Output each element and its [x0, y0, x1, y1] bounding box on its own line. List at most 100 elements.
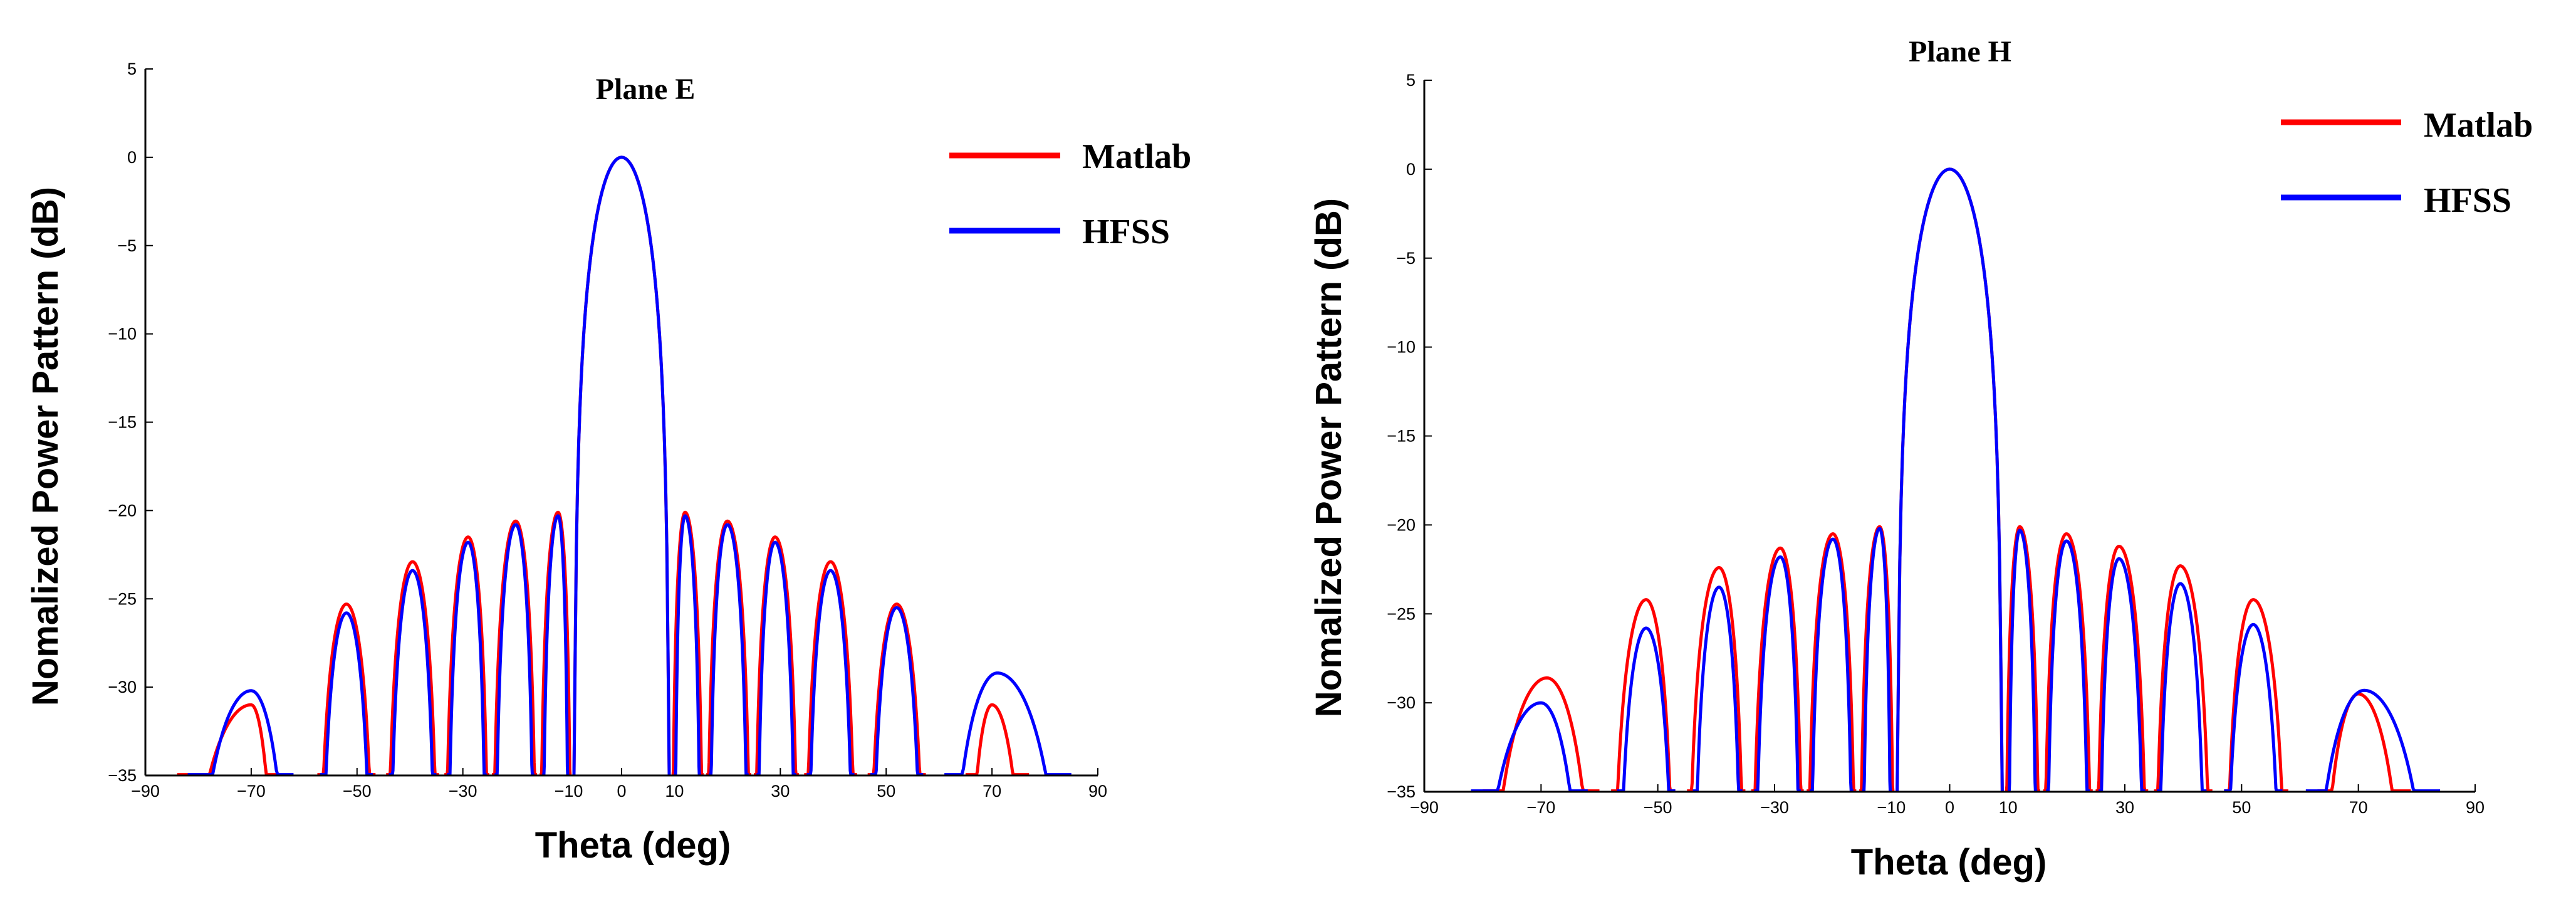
plane-h-matlab-lobe: [2094, 544, 2149, 793]
plane-e-y-tick-label: 0: [127, 148, 137, 167]
plane-h-legend-matlab-label: Matlab: [2424, 106, 2533, 145]
plane-e-hfss-lobe: [755, 540, 798, 777]
plane-e-x-tick-label: 30: [771, 782, 790, 801]
plane-h-x-tick-label: −90: [1410, 798, 1439, 817]
plane-h-x-tick-label: 50: [2232, 798, 2251, 817]
plane-e-y-tick-label: −20: [108, 501, 137, 520]
plane-h-hfss-lobe: [1692, 586, 1744, 793]
plane-h-hfss-lobe: [1753, 555, 1802, 793]
plane-e-hfss-lobe: [446, 540, 488, 777]
plane-h-matlab-lobe: [2223, 598, 2290, 793]
plane-e-legend-hfss-label: HFSS: [1082, 213, 1170, 251]
plane-h-matlab-lobe: [1610, 598, 1676, 793]
plane-h-hfss-lobe: [2156, 582, 2208, 793]
plane-h-y-axis-label: Nomalized Power Pattern (dB): [1308, 198, 1349, 717]
plane-e-y-tick-label: −30: [108, 678, 137, 696]
plane-e-matlab-lobe: [803, 560, 858, 777]
plane-e-x-tick-label: −70: [237, 782, 266, 801]
plane-e-x-tick-label: 50: [877, 782, 895, 801]
plane-e-x-tick-label: −50: [343, 782, 372, 801]
plane-e-legend: Matlab HFSS: [949, 137, 1191, 251]
plane-e-hfss-lobe: [541, 514, 570, 777]
plane-h-x-tick-label: 70: [2349, 798, 2368, 817]
plane-e-series: [177, 155, 1072, 777]
plane-h-x-tick-label: 0: [1945, 798, 1954, 817]
plane-h-hfss-lobe: [2006, 528, 2039, 793]
plane-e-hfss-lobe: [387, 569, 437, 777]
plane-h-ticks: −90 −70 −50 −30 −10 0 10 30 50 70 9050−5−10−15−20−…: [1387, 71, 2485, 817]
plane-e-y-axis-label: Nomalized Power Pattern (dB): [25, 187, 66, 706]
plane-h-series: [1471, 167, 2441, 793]
plane-e-matlab-lobe: [705, 519, 753, 777]
plane-h-chart: Plane H Theta (deg) Nomalized Power Patt…: [1308, 35, 2533, 883]
plane-h-matlab-lobe: [1895, 167, 2004, 791]
plane-h-x-tick-label: −50: [1644, 798, 1672, 817]
plane-h-y-tick-label: −10: [1387, 338, 1416, 357]
plane-e-matlab-lobe: [867, 602, 927, 777]
plane-h-x-tick-label: −30: [1760, 798, 1789, 817]
plane-h-hfss-lobe: [1895, 167, 2004, 791]
plane-h-y-tick-label: 5: [1406, 71, 1416, 90]
plane-e-x-tick-label: 0: [617, 782, 626, 801]
plane-e-legend-matlab-label: Matlab: [1082, 137, 1191, 176]
plane-e-hfss-lobe: [869, 606, 924, 777]
plane-e-chart: Plane E Theta (deg) Nomalized Power Patt…: [25, 60, 1191, 866]
plane-e-x-axis-label: Theta (deg): [535, 825, 731, 866]
plane-h-x-tick-label: 90: [2466, 798, 2485, 817]
plane-e-y-tick-label: −25: [108, 589, 137, 608]
plane-h-legend: Matlab HFSS: [2281, 106, 2533, 220]
plane-e-hfss-lobe: [187, 689, 294, 777]
plane-e-x-tick-label: 70: [983, 782, 1001, 801]
plane-e-y-tick-label: 5: [127, 60, 137, 78]
plane-e-y-tick-label: −5: [117, 236, 137, 255]
plane-e-hfss-lobe: [319, 611, 374, 777]
plane-h-x-tick-label: 10: [1999, 798, 2018, 817]
plane-h-hfss-lobe: [2097, 557, 2147, 793]
plane-h-y-tick-label: −20: [1387, 515, 1416, 534]
plane-h-x-tick-label: −10: [1877, 798, 1906, 817]
plane-h-hfss-lobe: [1860, 527, 1893, 793]
plane-h-hfss-lobe: [2223, 622, 2283, 793]
plane-e-y-tick-label: −35: [108, 766, 137, 785]
plane-e-matlab-lobe: [964, 703, 1030, 777]
plane-e-hfss-lobe: [944, 671, 1072, 777]
plane-h-x-tick-label: 30: [2115, 798, 2134, 817]
plane-h-y-tick-label: −30: [1387, 693, 1416, 712]
plane-e-hfss-lobe: [493, 523, 536, 777]
plane-h-y-tick-label: 0: [1406, 160, 1416, 179]
plane-h-y-tick-label: −5: [1396, 249, 1416, 268]
plane-h-matlab-lobe: [1750, 546, 1805, 793]
plane-e-x-tick-label: −30: [449, 782, 477, 801]
plane-h-hfss-lobe: [2305, 688, 2441, 793]
plane-h-matlab-lobe: [2004, 525, 2042, 793]
plane-h-y-tick-label: −35: [1387, 782, 1416, 801]
plane-h-matlab-lobe: [2153, 564, 2214, 793]
plane-e-x-tick-label: 10: [665, 782, 684, 801]
plane-h-x-axis-label: Theta (deg): [1851, 842, 2047, 883]
plane-e-matlab-lobe: [316, 602, 377, 777]
plane-h-title: Plane H: [1909, 35, 2011, 68]
plane-h-matlab-lobe: [2317, 692, 2412, 793]
plane-h-matlab-lobe: [1805, 532, 1857, 793]
plane-h-matlab-lobe: [2042, 532, 2094, 793]
plane-e-matlab-lobe: [491, 519, 538, 777]
plane-e-matlab-lobe: [572, 155, 671, 775]
plane-h-hfss-lobe: [2045, 539, 2091, 793]
plane-h-y-tick-label: −15: [1387, 427, 1416, 446]
plane-e-x-tick-label: −10: [555, 782, 583, 801]
plane-e-y-tick-label: −10: [108, 325, 137, 344]
plane-e-matlab-lobe: [670, 510, 705, 777]
plane-h-legend-hfss-label: HFSS: [2424, 181, 2511, 220]
plane-e-hfss-lobe: [673, 514, 702, 777]
plane-h-matlab-lobe: [1686, 565, 1746, 793]
plane-e-hfss-lobe: [707, 523, 750, 777]
plane-e-matlab-lobe: [385, 560, 441, 777]
plane-e-hfss-lobe: [806, 569, 856, 777]
plane-h-hfss-lobe: [1616, 626, 1676, 793]
plane-e-hfss-lobe: [572, 155, 671, 775]
plane-e-matlab-lobe: [443, 535, 491, 777]
plane-e-y-tick-label: −15: [108, 413, 137, 432]
plane-e-matlab-lobe: [753, 535, 800, 777]
plane-e-x-tick-label: −90: [131, 782, 160, 801]
